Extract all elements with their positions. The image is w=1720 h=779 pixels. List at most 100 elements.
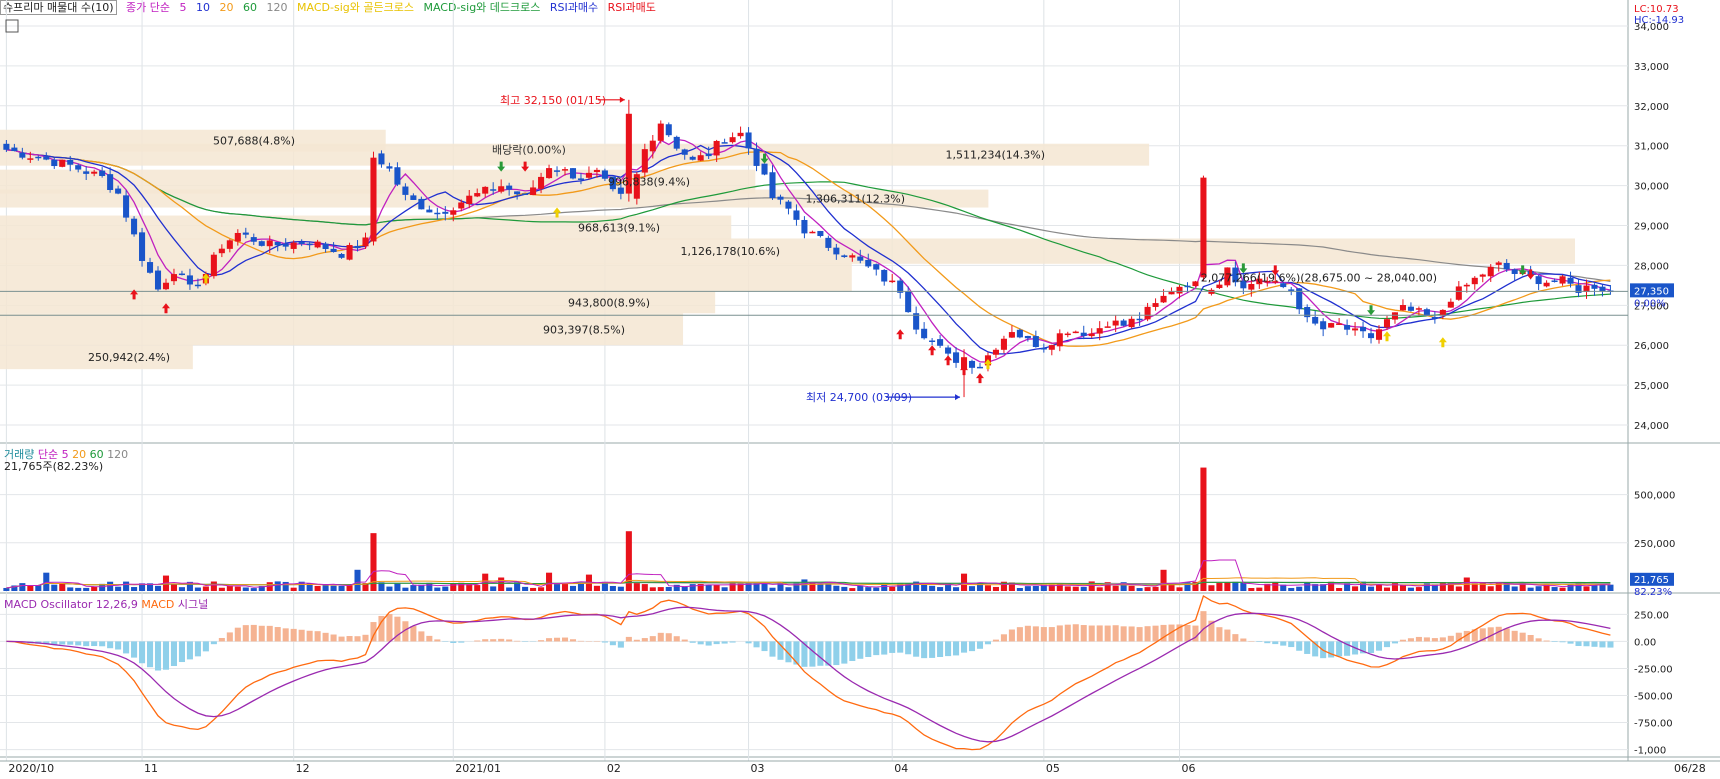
candle-body-172 xyxy=(1375,329,1383,340)
macd-oscillator-bar-87 xyxy=(697,641,704,645)
candle-body-47 xyxy=(378,153,385,165)
volume-bar-72 xyxy=(577,582,585,591)
volume-bar-3 xyxy=(27,585,34,591)
volume-bar-103 xyxy=(825,582,832,591)
volume-bar-197 xyxy=(1575,582,1582,591)
candle-body-153 xyxy=(1224,267,1231,286)
volume-bar-11 xyxy=(91,586,98,591)
volume-bar-113 xyxy=(905,583,912,591)
volume-bar-159 xyxy=(1272,581,1279,591)
ma-period-60[interactable]: 60 xyxy=(243,1,258,14)
candle-body-141 xyxy=(1128,318,1135,328)
volume-bar-141 xyxy=(1128,585,1135,591)
macd-oscillator-bar-60 xyxy=(482,639,489,642)
golden-cross-arrow-3 xyxy=(1382,331,1391,342)
volume-profile-label-2: 996,838(9.4%) xyxy=(608,176,690,189)
volume-bar-181 xyxy=(1447,582,1454,591)
candle-body-181 xyxy=(1447,301,1454,308)
volume-bar-129 xyxy=(1032,585,1039,591)
volume-bar-145 xyxy=(1160,569,1167,591)
candle-body-110 xyxy=(881,269,888,282)
macd-oscillator-bar-8 xyxy=(67,641,74,645)
candle-body-170 xyxy=(1360,326,1367,332)
candle-body-86 xyxy=(689,156,696,160)
volume-bar-120 xyxy=(960,573,968,591)
candle-body-102 xyxy=(817,230,824,237)
price-y-tick-7: 27,000 xyxy=(1634,301,1669,312)
volume-bar-63 xyxy=(506,587,513,591)
volume-bar-109 xyxy=(873,587,880,591)
macd-oscillator-bar-195 xyxy=(1559,641,1566,643)
macd-oscillator-bar-128 xyxy=(1024,625,1031,642)
x-tick-label-0: 2020/10 xyxy=(8,762,54,775)
macd-oscillator-bar-154 xyxy=(1232,634,1239,642)
candle-body-183 xyxy=(1463,284,1470,287)
low-annotation: 최저 24,700 (03/09) xyxy=(806,391,912,404)
macd-oscillator-bar-159 xyxy=(1272,641,1279,645)
candle-body-85 xyxy=(681,149,688,155)
ma60-line xyxy=(6,149,1611,320)
volume-profile-label-3: 1,306,311(12.3%) xyxy=(805,193,905,206)
macd-oscillator-bar-134 xyxy=(1072,624,1079,642)
ma-title[interactable]: 종가 단순 xyxy=(126,1,171,14)
signal-dead-cross[interactable]: MACD-sig와 데드크로스 xyxy=(423,1,541,14)
macd-oscillator-bar-32 xyxy=(258,625,265,642)
candle-body-124 xyxy=(992,349,999,355)
candle-body-105 xyxy=(841,255,848,258)
candle-body-83 xyxy=(665,124,672,136)
macd-oscillator-bar-97 xyxy=(777,641,784,660)
macd-oscillator-bar-44 xyxy=(354,636,361,642)
signal-rsi-overbought[interactable]: RSI과매수 xyxy=(549,1,599,14)
macd-oscillator-bar-42 xyxy=(338,636,345,642)
ma-period-5[interactable]: 5 xyxy=(179,1,187,14)
volume-bar-128 xyxy=(1024,586,1031,591)
macd-y-tick-5: -1,000 xyxy=(1634,746,1666,757)
signal-golden-cross[interactable]: MACD-sig와 골든크로스 xyxy=(297,1,414,14)
macd-oscillator-bar-38 xyxy=(306,630,313,642)
candle-body-27 xyxy=(218,248,225,254)
macd-oscillator-bar-153 xyxy=(1224,629,1231,642)
candle-body-131 xyxy=(1048,345,1055,350)
candle-body-77 xyxy=(617,187,624,194)
volume-bar-110 xyxy=(881,583,888,591)
macd-oscillator-bar-53 xyxy=(426,635,433,642)
candle-body-107 xyxy=(857,256,864,261)
candle-body-44 xyxy=(354,245,361,249)
high-arrow-icon xyxy=(619,96,625,103)
candle-body-149 xyxy=(1192,281,1199,287)
candle-body-71 xyxy=(569,168,577,179)
ma-period-120[interactable]: 120 xyxy=(266,1,288,14)
volume-bar-143 xyxy=(1144,587,1151,591)
macd-oscillator-bar-95 xyxy=(761,641,768,652)
volume-bar-147 xyxy=(1176,587,1183,591)
volume-bar-13 xyxy=(107,581,114,591)
volume-bar-131 xyxy=(1048,584,1055,591)
macd-oscillator-bar-30 xyxy=(242,625,249,642)
macd-oscillator-bar-54 xyxy=(434,639,441,642)
macd-oscillator-bar-99 xyxy=(793,641,800,665)
macd-oscillator-bar-45 xyxy=(362,634,369,642)
macd-oscillator-bar-100 xyxy=(801,641,808,667)
chart-title[interactable]: 슈프리마 매물대 수(10) xyxy=(0,0,117,15)
sell-signal-arrow-1 xyxy=(1271,265,1280,276)
candle-body-79 xyxy=(633,174,640,199)
candle-body-72 xyxy=(577,178,585,181)
ma-period-10[interactable]: 10 xyxy=(196,1,211,14)
candle-body-188 xyxy=(1503,262,1510,270)
macd-oscillator-bar-18 xyxy=(146,641,154,668)
candle-body-3 xyxy=(27,158,34,160)
ma-period-20[interactable]: 20 xyxy=(219,1,234,14)
volume-y-tick-1: 250,000 xyxy=(1634,539,1675,550)
macd-oscillator-bar-187 xyxy=(1495,626,1502,642)
candle-body-13 xyxy=(107,174,114,190)
volume-bar-179 xyxy=(1431,584,1438,591)
signal-rsi-oversold[interactable]: RSI과매도 xyxy=(607,1,656,14)
volume-bar-46 xyxy=(370,533,377,591)
volume-profile-bar-3 xyxy=(0,189,989,208)
volume-bar-195 xyxy=(1559,587,1566,591)
volume-bar-40 xyxy=(322,584,329,591)
macd-oscillator-bar-117 xyxy=(937,641,944,658)
candle-body-14 xyxy=(115,188,122,194)
volume-bar-24 xyxy=(194,587,201,591)
